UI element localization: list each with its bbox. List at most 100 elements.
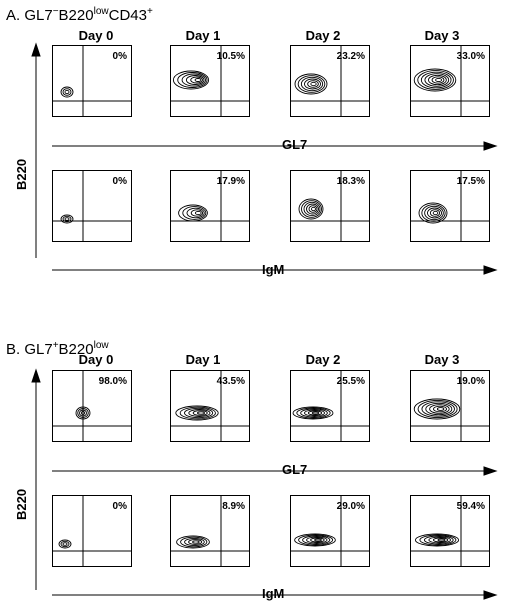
flow-plot-panel: 25.5% <box>290 370 370 442</box>
section-a-day-label: Day 0 <box>78 28 114 43</box>
section-b-day-label: Day 3 <box>424 352 460 367</box>
section-a-title: A. GL7−B220lowCD43+ <box>6 6 153 24</box>
contour-ring <box>172 70 210 90</box>
contour-ring <box>194 78 202 82</box>
contour-ring <box>197 411 205 415</box>
contour-ring <box>292 406 334 420</box>
gate-percentage: 0% <box>112 176 127 187</box>
contour-ring <box>184 537 205 547</box>
contour-ring <box>301 200 322 218</box>
gate-percentage: 0% <box>112 51 127 62</box>
contour-ring <box>304 409 325 417</box>
section-a-day-label: Day 2 <box>305 28 341 43</box>
contour-ring <box>432 210 439 216</box>
flow-plot-contours <box>171 496 249 566</box>
section-a-title-mid: B220 <box>58 7 94 24</box>
section-b-title: B. GL7+B220low <box>6 340 109 358</box>
contour-ring <box>423 535 454 545</box>
contour-ring <box>62 542 68 546</box>
contour-ring <box>300 76 324 92</box>
contour-ring <box>417 70 454 90</box>
gate-percentage: 0% <box>112 501 127 512</box>
x-axis-label-igm: IgM <box>262 586 285 601</box>
flow-plot-contours <box>53 371 131 441</box>
contour-ring <box>429 209 441 217</box>
flow-plot-contours <box>53 496 131 566</box>
contour-ring <box>429 404 450 414</box>
flow-plot-contours <box>411 171 489 241</box>
gate-percentage: 29.0% <box>336 501 365 512</box>
contour-ring <box>176 535 210 549</box>
gate-percentage: 8.9% <box>222 501 245 512</box>
contour-ring <box>60 214 74 224</box>
gate-percentage: 59.4% <box>456 501 485 512</box>
section-a-day-label: Day 1 <box>185 28 221 43</box>
gate-percentage: 43.5% <box>216 376 245 387</box>
contour-ring <box>304 78 321 90</box>
contour-ring <box>62 215 72 223</box>
x-axis-arrowhead <box>483 590 498 600</box>
section-b-day-label: Day 0 <box>78 352 114 367</box>
contour-ring <box>421 401 455 417</box>
gate-percentage: 23.2% <box>336 51 365 62</box>
contour-ring <box>306 203 319 215</box>
contour-ring <box>194 210 202 216</box>
flow-plot-panel: 29.0% <box>290 495 370 567</box>
gate-percentage: 17.9% <box>216 176 245 187</box>
flow-plot-contours <box>291 171 369 241</box>
contour-ring <box>308 205 318 213</box>
contour-ring <box>420 71 452 89</box>
flow-plot-contours <box>291 371 369 441</box>
flow-plot-contours <box>171 171 249 241</box>
contour-ring <box>437 538 446 542</box>
contour-ring <box>413 68 457 92</box>
section-a-title-sup1: − <box>52 6 59 17</box>
section-a-day-label: Day 3 <box>424 28 460 43</box>
contour-ring <box>180 536 208 548</box>
contour-ring <box>182 206 207 220</box>
contour-ring <box>311 411 320 415</box>
contour-ring <box>311 206 316 212</box>
contour-ring <box>418 202 448 224</box>
flow-plot-panel: 43.5% <box>170 370 250 442</box>
contour-ring <box>424 205 444 221</box>
section-b-day-label: Day 2 <box>305 352 341 367</box>
contour-ring <box>185 75 205 85</box>
contour-ring <box>75 406 91 420</box>
contour-ring <box>62 88 72 96</box>
contour-ring <box>436 407 445 411</box>
contour-ring <box>188 409 211 417</box>
contour-ring <box>307 80 319 88</box>
flow-plot-panel: 18.3% <box>290 170 370 242</box>
contour-ring <box>296 407 331 419</box>
contour-ring <box>175 405 219 421</box>
contour-ring <box>178 204 208 222</box>
contour-ring <box>190 76 203 84</box>
contour-ring <box>419 534 457 546</box>
flow-plot-panel: 10.5% <box>170 45 250 117</box>
gate-percentage: 25.5% <box>336 376 365 387</box>
y-axis-label-b220: B220 <box>14 158 29 190</box>
flow-plot-panel: 8.9% <box>170 495 250 567</box>
contour-ring <box>177 72 208 88</box>
contour-ring <box>297 75 326 93</box>
contour-ring <box>60 86 74 98</box>
section-b-title-sup2: low <box>93 340 109 351</box>
x-axis-arrowhead <box>483 466 498 476</box>
contour-ring <box>303 201 321 217</box>
flow-plot-contours <box>291 46 369 116</box>
section-b-title-mid: B220 <box>58 341 94 358</box>
contour-ring <box>77 408 89 418</box>
flow-plot-panel: 19.0% <box>410 370 490 442</box>
flow-plot-contours <box>53 171 131 241</box>
contour-ring <box>417 399 458 419</box>
contour-ring <box>310 537 325 543</box>
section-b-title-sup1: + <box>52 340 59 351</box>
contour-ring <box>431 76 445 84</box>
flow-plot-panel: 59.4% <box>410 495 490 567</box>
gate-percentage: 18.3% <box>336 176 365 187</box>
flow-plot-contours <box>53 46 131 116</box>
x-axis-arrowhead <box>483 141 498 151</box>
x-axis-label-gl7: GL7 <box>282 137 308 152</box>
